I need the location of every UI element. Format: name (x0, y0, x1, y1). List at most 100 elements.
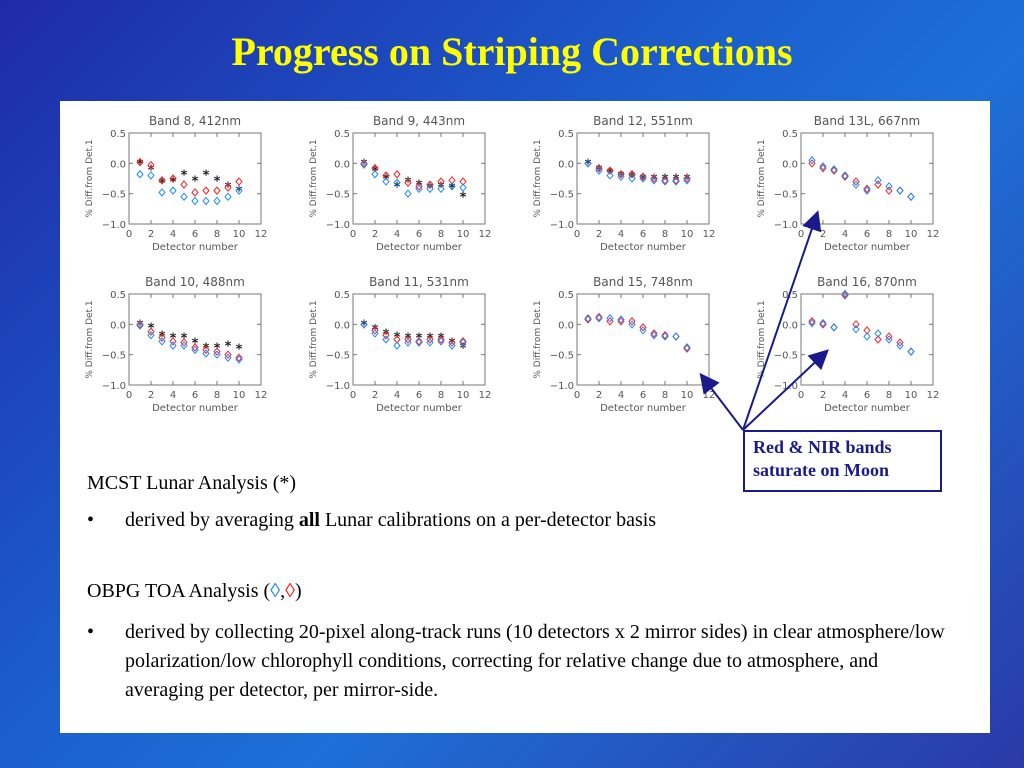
x-tick-label: 8 (886, 390, 892, 401)
y-tick-label: −1.0 (774, 220, 798, 231)
chart-panel: Band 12, 551nm 0.5 0.0 −0.5 −1.00 2 4 6 8 10 12 Det… (533, 114, 715, 253)
x-tick-label: 4 (842, 390, 848, 401)
red-diamond-point (628, 317, 636, 326)
star-point: * (427, 182, 434, 197)
x-tick-label: 0 (798, 229, 804, 240)
bullet-marker: • (87, 621, 95, 643)
x-tick-label: 2 (372, 390, 378, 401)
blue-diamond-point (628, 174, 636, 183)
blue-diamond-point (595, 313, 603, 323)
blue-diamond-point (191, 345, 199, 355)
star-point: * (673, 173, 680, 188)
star-point: * (225, 340, 232, 355)
callout-line-1: Red & NIR bands (753, 437, 892, 457)
y-tick-label: 0.0 (334, 320, 350, 331)
blue-diamond-point (404, 338, 412, 347)
x-tick-label: 12 (703, 390, 716, 401)
y-axis-label: % Diff.from Det.1 (533, 139, 543, 217)
x-tick-label: 10 (233, 229, 246, 240)
star-point: * (383, 327, 390, 342)
x-tick-label: 2 (596, 229, 602, 240)
blue-diamond-point (202, 196, 210, 206)
x-tick-label: 6 (640, 229, 646, 240)
red-diamond-point (224, 350, 232, 359)
star-point: * (137, 318, 144, 333)
red-diamond-point (371, 326, 379, 335)
star-point: * (438, 332, 445, 347)
callout-arrows (699, 210, 829, 431)
red-diamond-point (650, 174, 658, 183)
x-tick-label: 6 (192, 390, 198, 401)
star-point: * (236, 185, 243, 200)
red-diamond-point (202, 345, 210, 355)
star-point: * (203, 168, 210, 183)
star-point: * (449, 337, 456, 352)
blue-diamond-point (830, 323, 838, 332)
x-tick-label: 12 (927, 229, 940, 240)
y-tick-label: 0.0 (558, 159, 574, 170)
red-diamond-point (863, 184, 871, 194)
y-tick-label: −0.5 (326, 351, 350, 362)
blue-diamond-point (628, 320, 636, 329)
red-diamond-point (841, 290, 849, 300)
blue-diamond-point (213, 350, 221, 359)
star-point: * (394, 330, 401, 345)
x-tick-label: 10 (681, 390, 694, 401)
y-axis-label: % Diff.from Det.1 (309, 300, 319, 378)
star-point: * (438, 180, 445, 195)
x-tick-label: 8 (886, 229, 892, 240)
blue-diamond-point (683, 343, 691, 352)
x-tick-label: 4 (394, 229, 400, 240)
callout-line-2: saturate on Moon (753, 460, 889, 480)
x-tick-label: 4 (842, 229, 848, 240)
x-tick-label: 4 (170, 390, 176, 401)
x-tick-label: 6 (864, 390, 870, 401)
x-tick-label: 4 (618, 229, 624, 240)
arrow-to-band-13l (742, 210, 822, 431)
star-point: * (214, 174, 221, 189)
red-diamond-point (147, 160, 155, 170)
chart-panel: Band 15, 748nm 0.5 0.0 −0.5 −1.00 2 4 6 8 10 12 Det… (533, 275, 715, 414)
x-tick-label: 0 (350, 229, 356, 240)
blue-diamond-point (382, 177, 390, 186)
blue-diamond-point (595, 166, 603, 175)
blue-diamond-point (448, 182, 456, 191)
red-diamond-point (885, 332, 893, 341)
star-point: * (192, 174, 199, 189)
star-point: * (159, 329, 166, 344)
y-tick-label: −0.5 (774, 351, 798, 362)
x-tick-label: 0 (126, 390, 132, 401)
x-tick-label: 2 (372, 229, 378, 240)
chart-title: Band 9, 443nm (373, 114, 465, 128)
chart-panel: Band 8, 412nm 0.5 0.0 −0.5 −1.00 2 4 6 8 10 12 Dete… (85, 114, 267, 253)
obpg-separator: , (280, 580, 286, 602)
x-tick-label: 0 (574, 229, 580, 240)
red-diamond-point (639, 172, 647, 181)
x-tick-label: 2 (148, 390, 154, 401)
mcst-heading-prefix: MCST Lunar Analysis ( (87, 472, 280, 494)
red-diamond-point (606, 166, 614, 175)
blue-diamond-point (180, 341, 188, 350)
red-diamond-point (224, 183, 232, 192)
red-diamond-point (180, 180, 188, 189)
blue-diamond-point (896, 341, 904, 350)
blue-diamond-point (863, 332, 871, 341)
y-axis-label: % Diff.from Det.1 (85, 300, 95, 378)
y-tick-label: −1.0 (326, 381, 350, 392)
x-tick-label: 6 (416, 390, 422, 401)
blue-diamond-point (147, 330, 155, 340)
x-axis-label: Detector number (376, 403, 463, 414)
star-point: * (361, 318, 368, 333)
chart-title: Band 10, 488nm (145, 275, 245, 289)
blue-diamond-point (808, 318, 816, 328)
x-tick-label: 10 (457, 390, 470, 401)
x-tick-label: 0 (126, 229, 132, 240)
red-diamond-point (426, 180, 434, 189)
red-diamond-point (235, 177, 243, 186)
red-diamond-point (595, 312, 603, 322)
y-tick-label: 0.5 (782, 129, 798, 140)
blue-diamond-point (213, 196, 221, 206)
red-diamond-point (437, 335, 445, 344)
x-tick-label: 4 (170, 229, 176, 240)
red-diamond-point (382, 171, 390, 180)
